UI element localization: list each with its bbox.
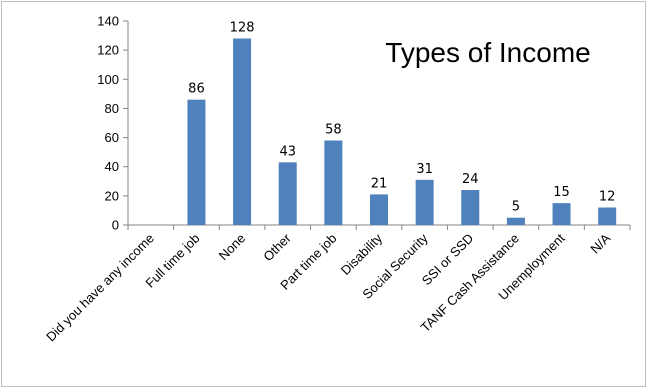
chart-title: Types of Income [385,37,590,68]
bar [278,162,297,225]
category-label: Other [260,230,294,264]
data-label: 5 [512,200,520,215]
y-tick-label: 100 [97,72,119,87]
data-label: 86 [188,82,205,97]
bar [506,217,525,225]
data-label: 128 [230,20,255,35]
y-tick-label: 140 [97,14,119,29]
x-axis [127,224,631,230]
bar [598,207,617,225]
bar [370,194,388,225]
data-label: 15 [553,185,570,200]
y-tick-label: 0 [112,218,119,233]
y-axis: 0 20 40 60 80 100 120 140 [97,14,129,233]
bar [324,140,343,225]
data-label: 31 [416,162,433,177]
bar [415,179,434,225]
y-tick-label: 80 [105,101,119,116]
data-label: 21 [371,176,388,191]
category-label: Disability [338,230,386,278]
data-labels: 86 128 43 58 21 31 24 5 15 12 [188,20,615,214]
bar [461,190,480,225]
category-label: Did you have any income [43,231,157,345]
data-label: 24 [462,172,479,187]
bars [187,38,617,225]
y-tick-label: 60 [105,130,119,145]
category-label: None [216,231,249,264]
y-tick-label: 120 [97,43,119,58]
y-tick-label: 20 [105,188,119,203]
bar [233,38,252,225]
category-label: N/A [587,230,613,256]
data-label: 12 [599,190,616,205]
y-tick-label: 40 [105,159,119,174]
bar [187,99,206,225]
bar [552,203,571,225]
data-label: 58 [325,122,342,137]
data-label: 43 [279,144,296,159]
